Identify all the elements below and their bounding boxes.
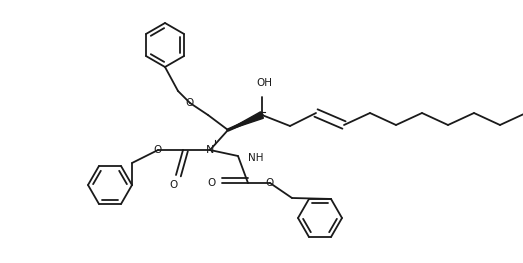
- Text: N: N: [206, 145, 214, 155]
- Text: O: O: [170, 180, 178, 190]
- Text: OH: OH: [256, 78, 272, 88]
- Polygon shape: [228, 112, 264, 130]
- Text: O: O: [266, 178, 274, 188]
- Text: NH: NH: [248, 153, 264, 163]
- Text: O: O: [186, 98, 194, 108]
- Text: O: O: [208, 178, 216, 188]
- Text: O: O: [154, 145, 162, 155]
